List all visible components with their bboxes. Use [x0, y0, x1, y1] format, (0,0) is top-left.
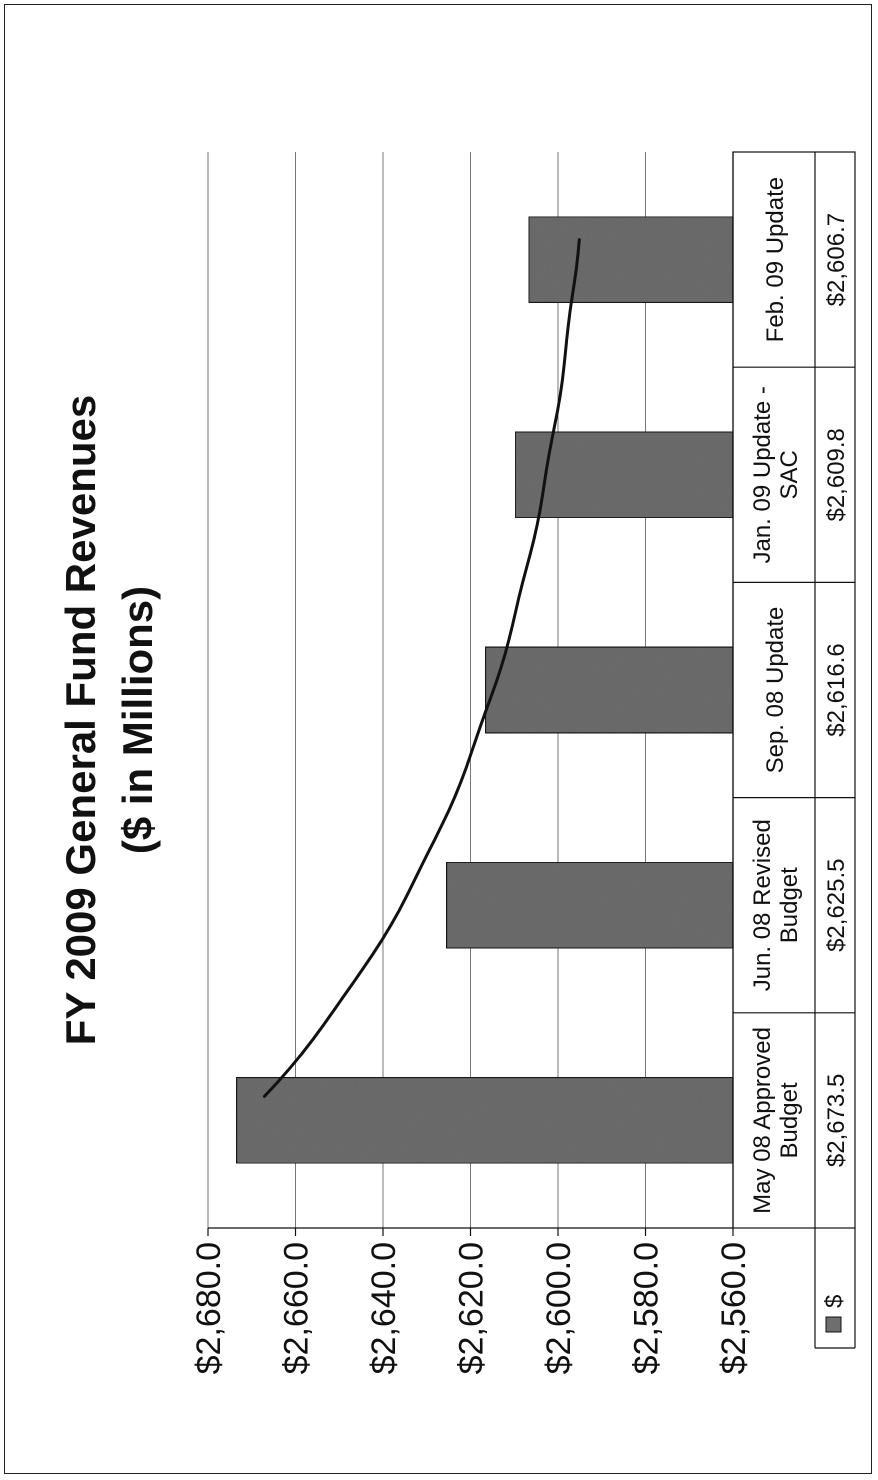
- data-label: $2,606.7: [823, 213, 850, 306]
- axes: $2,560.0 $2,580.0 $2,600.0 $2,620.0 $2,640.0…: [190, 152, 753, 1374]
- data-label: $2,673.5: [823, 1074, 850, 1167]
- table-border: [732, 151, 856, 1229]
- bars: [235, 215, 734, 1165]
- category-label: Budget: [776, 1082, 803, 1158]
- category-label: Jan. 09 Update -: [749, 386, 776, 563]
- bar: [445, 861, 734, 949]
- data-label: $2,616.6: [823, 643, 850, 736]
- category-label: Sep. 08 Update: [762, 607, 789, 774]
- y-tick-label: $2,620.0: [453, 1242, 491, 1374]
- trend-line: [262, 238, 581, 1098]
- y-tick-label: $2,640.0: [365, 1242, 403, 1374]
- category-label: May 08 Approved: [749, 1027, 776, 1214]
- category-label: Feb. 09 Update: [762, 177, 789, 342]
- legend-swatch: [825, 1316, 842, 1333]
- category-label: Budget: [776, 867, 803, 943]
- title-block: FY 2009 General Fund Revenues ($ in Mill…: [57, 395, 161, 1046]
- chart-subtitle: ($ in Millions): [114, 586, 161, 854]
- page-frame: [4, 4, 872, 1474]
- data-label: $2,625.5: [823, 858, 850, 951]
- data-label: $2,609.8: [823, 428, 850, 521]
- trend-curve: [262, 238, 581, 1098]
- bar: [235, 1076, 734, 1165]
- chart-title: FY 2009 General Fund Revenues: [57, 395, 104, 1046]
- bar: [527, 215, 734, 304]
- y-tick-label: $2,680.0: [190, 1242, 228, 1374]
- y-tick-label: $2,600.0: [540, 1242, 578, 1374]
- y-tick-label: $2,560.0: [715, 1242, 753, 1374]
- y-tick-label: $2,580.0: [628, 1242, 666, 1374]
- category-label: Jun. 08 Revised: [749, 819, 776, 991]
- bar: [484, 646, 734, 734]
- category-label: SAC: [776, 450, 803, 499]
- y-tick-label: $2,660.0: [278, 1242, 316, 1374]
- gridlines: [207, 152, 646, 1228]
- bar: [514, 431, 734, 519]
- legend-label: $: [821, 1295, 848, 1308]
